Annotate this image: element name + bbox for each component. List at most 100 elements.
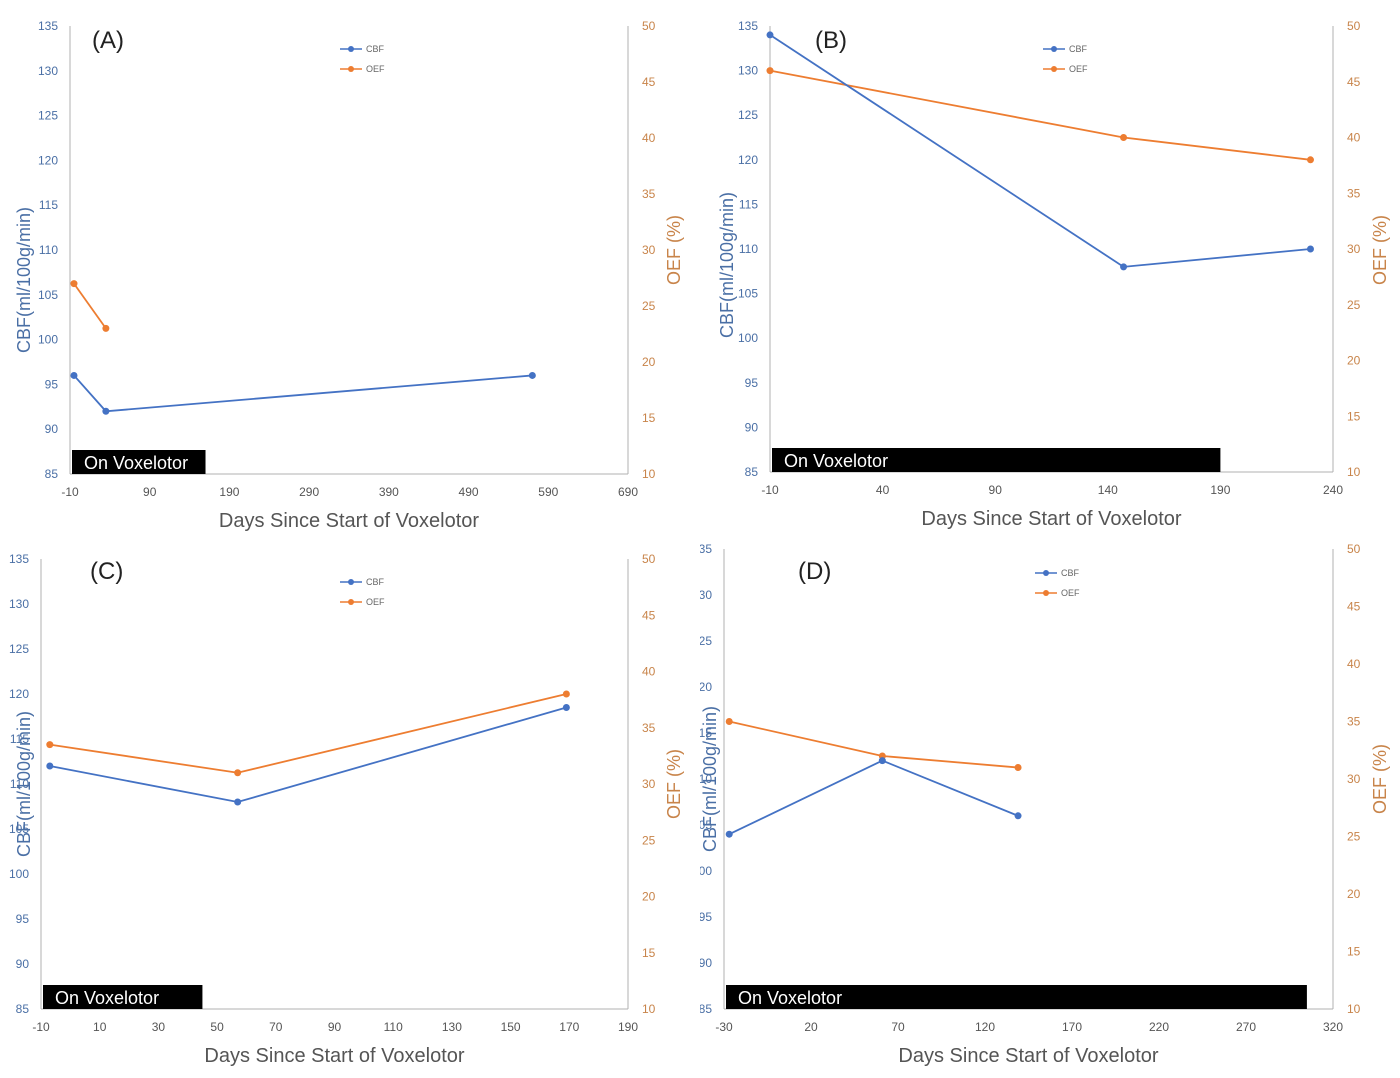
- on-drug-bar: [43, 985, 203, 1009]
- data-point-oef: [1120, 134, 1128, 141]
- chart-d-svg: 85 90 95 100 105 110 115 120 125 130 135 10 15 20 25 30…: [700, 542, 1390, 1067]
- y-left-tick-label: 120: [38, 153, 58, 167]
- y-left-tick-label: 100: [9, 867, 29, 881]
- legend-swatch-marker: [348, 46, 354, 52]
- y-left-tick-label: 100: [38, 333, 58, 347]
- legend-entry: CBF: [366, 44, 385, 54]
- y-left-axis-label: CBF(ml/100g/min): [700, 706, 720, 852]
- data-point-cbf: [1014, 812, 1022, 820]
- chart-panel-d: 85 90 95 100 105 110 115 120 125 130 135 10 15 20 25 30…: [700, 539, 1400, 1078]
- chart-panel-c: 85 90 95 100 105 110 115 120 125 130 135 10 15 20 25 30…: [0, 539, 700, 1078]
- y-left-tick-label: 130: [738, 64, 758, 78]
- y-left-tick-label: 120: [9, 687, 29, 701]
- chart-panel-b: 85 90 95 100 105 110 115 120 125 130 135 10 15 20 25 30…: [700, 0, 1400, 539]
- data-point-cbf: [878, 757, 886, 765]
- y-left-tick-label: 130: [38, 64, 58, 78]
- x-tick-label: 90: [989, 483, 1003, 497]
- y-right-tick-label: 25: [642, 833, 656, 847]
- y-right-tick-label: 25: [642, 299, 656, 313]
- x-axis-label: Days Since Start of Voxelotor: [921, 508, 1181, 530]
- y-left-tick-label: 110: [739, 242, 758, 256]
- y-left-tick-label: 100: [700, 864, 712, 878]
- y-left-tick-label: 125: [38, 109, 58, 123]
- y-left-tick-label: 120: [738, 153, 758, 167]
- y-right-tick-label: 40: [642, 665, 656, 679]
- x-tick-label: 590: [538, 485, 558, 499]
- y-left-tick-label: 105: [700, 818, 712, 832]
- x-tick-label: 120: [975, 1020, 995, 1034]
- x-tick-label: 50: [210, 1020, 224, 1034]
- legend-swatch-marker: [1043, 590, 1049, 596]
- on-drug-bar-label: On Voxelotor: [738, 988, 842, 1008]
- y-right-tick-label: 25: [1347, 830, 1361, 844]
- y-right-tick-label: 45: [1347, 600, 1361, 614]
- data-point-cbf: [46, 762, 54, 770]
- x-tick-label: -10: [761, 483, 779, 497]
- y-right-tick-label: 50: [1347, 19, 1361, 33]
- legend-swatch-marker: [1051, 46, 1057, 52]
- y-left-tick-label: 115: [39, 198, 58, 212]
- x-tick-label: 110: [384, 1020, 403, 1034]
- y-right-tick-label: 10: [1347, 465, 1361, 479]
- y-left-tick-label: 100: [738, 331, 758, 345]
- y-right-tick-label: 20: [1347, 354, 1361, 368]
- x-tick-label: 10: [93, 1020, 107, 1034]
- series-line-oef: [49, 693, 567, 774]
- y-right-axis-label: OEF (%): [664, 749, 684, 819]
- series-line-cbf: [73, 374, 533, 413]
- y-left-tick-label: 90: [45, 422, 59, 436]
- y-left-tick-label: 110: [39, 243, 58, 257]
- legend-entry: CBF: [366, 577, 385, 587]
- chart-b-svg: 85 90 95 100 105 110 115 120 125 130 135 10 15 20 25 30…: [717, 19, 1390, 530]
- x-tick-label: 220: [1149, 1020, 1169, 1034]
- chart-panel-a: 85 90 95 100 105 110 115 120 125 130 135 10 15 20 25 30…: [0, 0, 700, 539]
- y-right-tick-label: 20: [1347, 887, 1361, 901]
- y-left-tick-label: 130: [9, 597, 29, 611]
- y-right-tick-label: 15: [642, 946, 656, 960]
- y-left-tick-label: 90: [745, 420, 759, 434]
- y-left-tick-label: 95: [16, 912, 30, 926]
- y-left-tick-label: 95: [700, 910, 712, 924]
- y-left-tick-label: 105: [738, 287, 758, 301]
- y-left-tick-label: 85: [16, 1002, 30, 1016]
- x-tick-label: 240: [1323, 483, 1343, 497]
- on-drug-bar: [72, 450, 206, 474]
- y-right-tick-label: 35: [1347, 186, 1361, 200]
- y-left-tick-label: 105: [9, 822, 29, 836]
- y-right-tick-label: 10: [1347, 1002, 1361, 1016]
- y-left-tick-label: 130: [700, 588, 712, 602]
- x-tick-label: 490: [459, 485, 479, 499]
- legend-swatch-marker: [348, 66, 354, 72]
- y-right-axis-label: OEF (%): [1370, 215, 1390, 285]
- y-left-tick-label: 90: [16, 957, 30, 971]
- x-tick-label: 70: [891, 1020, 905, 1034]
- y-left-tick-label: 85: [45, 467, 59, 481]
- y-right-tick-label: 35: [642, 187, 656, 201]
- data-point-oef: [102, 324, 110, 332]
- y-left-tick-label: 90: [700, 956, 712, 970]
- y-left-tick-label: 135: [9, 552, 29, 566]
- y-right-tick-label: 10: [642, 467, 656, 481]
- data-point-oef: [234, 769, 242, 777]
- y-right-tick-label: 50: [642, 552, 656, 566]
- y-right-tick-label: 50: [642, 19, 656, 33]
- on-drug-bar-label: On Voxelotor: [84, 453, 188, 473]
- y-left-tick-label: 115: [739, 197, 758, 211]
- y-right-tick-label: 25: [1347, 298, 1361, 312]
- panel-label: (C): [90, 558, 123, 585]
- y-left-tick-label: 135: [38, 19, 58, 33]
- data-point-cbf: [528, 371, 536, 379]
- y-right-tick-label: 35: [1347, 715, 1361, 729]
- y-right-axis-label: OEF (%): [1370, 744, 1390, 814]
- x-tick-label: -10: [61, 485, 79, 499]
- x-tick-label: 270: [1236, 1020, 1256, 1034]
- y-right-tick-label: 20: [642, 890, 656, 904]
- on-drug-bar: [726, 985, 1307, 1009]
- legend-entry: CBF: [1069, 44, 1088, 54]
- data-point-cbf: [1120, 263, 1128, 271]
- x-tick-label: 390: [379, 485, 399, 499]
- legend-entry: OEF: [366, 64, 385, 74]
- y-right-tick-label: 30: [642, 243, 656, 257]
- x-tick-label: 140: [1098, 483, 1118, 497]
- y-left-tick-label: 110: [10, 777, 29, 791]
